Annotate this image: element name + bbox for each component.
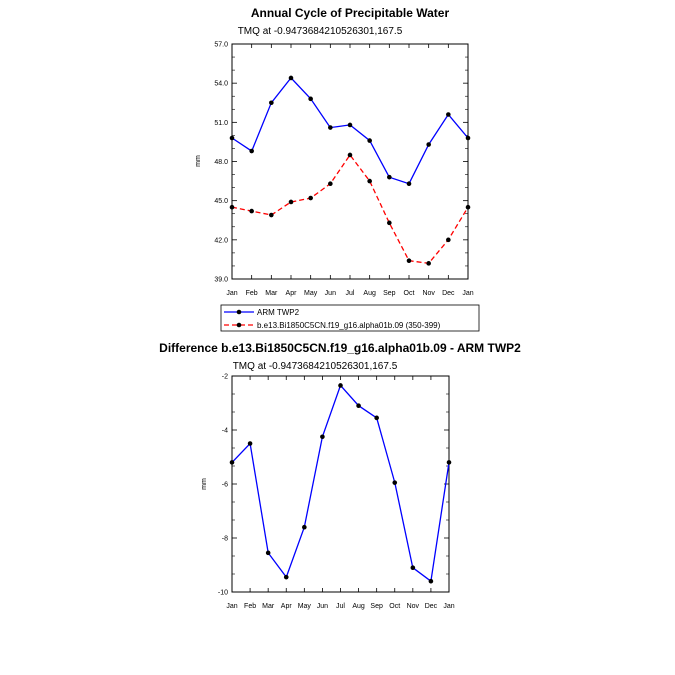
chart2-subtitle: TMQ at -0.9473684210526301,167.5	[233, 361, 398, 372]
series-point	[249, 208, 254, 214]
x-tick-label: Oct	[389, 603, 400, 610]
legend-marker-model	[236, 322, 242, 328]
y-tick-label: 57.0	[214, 42, 228, 49]
series-point	[446, 460, 452, 465]
series-line-1-0	[231, 76, 469, 185]
x-tick-label: May	[298, 603, 312, 610]
series-point	[320, 434, 325, 440]
y-tick-label: 42.0	[214, 237, 228, 244]
series-point	[229, 460, 235, 465]
x-tick-label: May	[304, 290, 318, 297]
x-tick-label: Dec	[425, 603, 438, 610]
x-tick-label: Feb	[244, 603, 256, 610]
x-tick-label: Apr	[286, 290, 298, 297]
series-point	[328, 181, 333, 186]
legend-label-arm: ARM TWP2	[257, 308, 300, 317]
chart1-plot-frame	[231, 43, 469, 280]
x-tick-label: Mar	[262, 603, 275, 610]
y-tick-label: 48.0	[214, 159, 228, 166]
series-line-2-0	[231, 384, 450, 583]
series-point	[428, 578, 434, 584]
x-tick-label: Aug	[363, 290, 376, 297]
x-tick-label: Sep	[383, 290, 396, 297]
x-tick-label: Jan	[443, 603, 454, 610]
series-point	[367, 138, 372, 143]
x-tick-label: Jan	[226, 290, 237, 297]
series-point	[387, 174, 392, 180]
y-tick-label: 54.0	[214, 81, 228, 88]
series-point	[465, 135, 471, 141]
chart2-plot-frame	[231, 375, 450, 593]
series-point	[410, 565, 416, 570]
series-point	[374, 415, 379, 421]
y-tick-label: -8	[222, 536, 228, 543]
y-tick-label: 51.0	[214, 120, 228, 127]
x-tick-label: Jul	[336, 603, 345, 610]
legend-marker-arm	[236, 309, 242, 315]
x-tick-label: Feb	[246, 290, 258, 297]
series-point	[265, 550, 271, 556]
x-tick-label: Jan	[226, 603, 237, 610]
series-point	[465, 204, 471, 210]
series-point	[308, 96, 313, 102]
series-point	[302, 524, 307, 530]
x-tick-label: Dec	[442, 290, 455, 297]
series-point	[426, 142, 431, 147]
y-tick-label: 39.0	[214, 277, 228, 284]
series-point	[338, 383, 343, 388]
chart1-legend-box	[220, 304, 480, 332]
x-tick-label: Sep	[370, 603, 383, 610]
series-point	[446, 237, 451, 243]
series-point	[269, 212, 274, 218]
x-tick-label: Nov	[422, 290, 435, 297]
x-tick-label: Mar	[265, 290, 278, 297]
x-tick-label: Apr	[281, 603, 293, 610]
x-tick-label: Jan	[462, 290, 473, 297]
series-point	[347, 122, 353, 128]
series-line-1-1	[231, 153, 469, 264]
chart1-ylabel: mm	[195, 155, 202, 167]
series-point	[356, 403, 361, 409]
y-tick-label: -10	[218, 590, 228, 597]
series-point	[328, 125, 333, 130]
series-point	[288, 75, 294, 81]
x-tick-label: Oct	[404, 290, 415, 297]
x-tick-label: Jun	[325, 290, 336, 297]
series-point	[283, 574, 289, 580]
series-point	[269, 100, 274, 106]
series-point	[426, 261, 431, 266]
series-point	[229, 204, 235, 210]
series-point	[446, 112, 451, 117]
series-point	[247, 441, 253, 446]
x-tick-label: Nov	[407, 603, 420, 610]
series-point	[288, 199, 294, 205]
legend-label-model: b.e13.Bi1850C5CN.f19_g16.alpha01b.09 (35…	[257, 321, 441, 330]
chart2-title: Difference b.e13.Bi1850C5CN.f19_g16.alph…	[159, 341, 521, 355]
x-tick-label: Jun	[317, 603, 328, 610]
series-point	[249, 148, 254, 154]
x-tick-label: Aug	[352, 603, 365, 610]
y-tick-label: -4	[222, 428, 228, 435]
y-tick-label: 45.0	[214, 198, 228, 205]
series-point	[229, 135, 235, 141]
x-tick-label: Jul	[346, 290, 355, 297]
y-tick-label: -2	[222, 374, 228, 381]
chart1-subtitle: TMQ at -0.9473684210526301,167.5	[238, 26, 403, 37]
series-point	[406, 181, 412, 186]
series-point	[347, 152, 353, 158]
series-point	[387, 220, 392, 226]
series-point	[392, 480, 398, 485]
chart2-ylabel: mm	[201, 478, 208, 490]
series-point	[367, 178, 372, 184]
chart1-title: Annual Cycle of Precipitable Water	[251, 6, 450, 20]
series-point	[406, 258, 412, 264]
y-tick-label: -6	[222, 482, 228, 489]
series-point	[308, 195, 313, 201]
